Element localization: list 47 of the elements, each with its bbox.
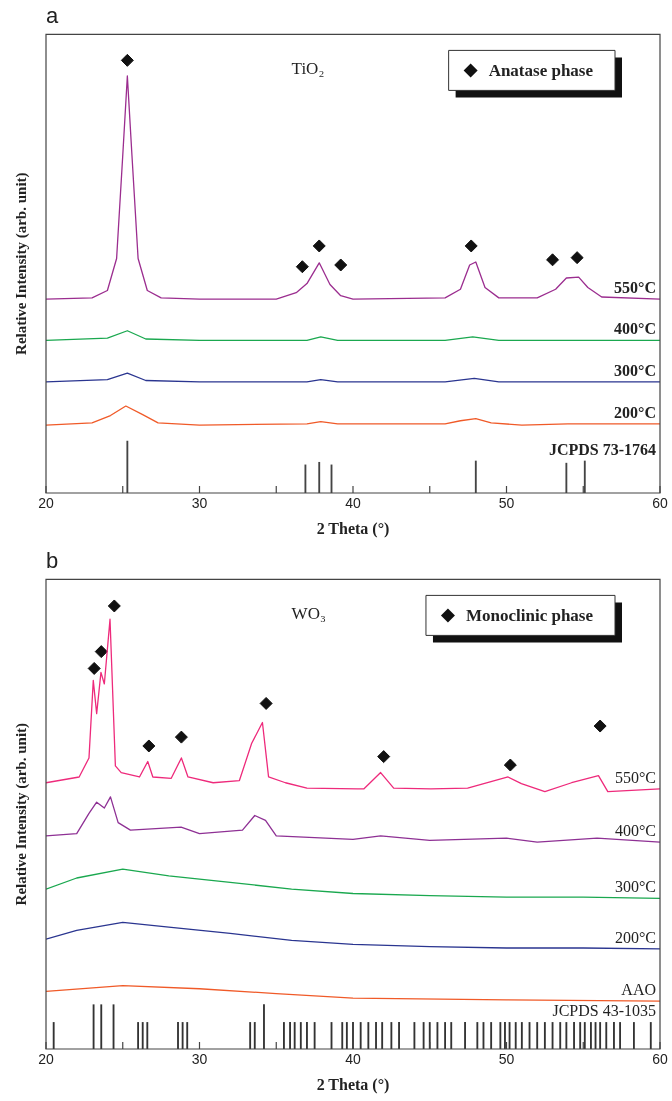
x-tick-label: 20 [38,1051,54,1068]
chart-title: a [46,3,59,29]
point [87,661,101,675]
point [174,730,188,744]
x-tick-label: 30 [191,495,208,512]
x-tick-label: 50 [498,495,515,512]
point [503,758,517,772]
point [334,258,348,272]
series-label: 200°C [614,403,656,421]
series-label: 550°C [614,768,656,786]
point [142,739,156,753]
x-tick-label: 30 [191,1051,208,1068]
x-tick-label: 50 [498,1051,515,1068]
legend-label: Monoclinic phase [465,605,594,625]
series-label: AAO [621,981,656,999]
x-tick-label: 40 [345,495,361,512]
y-axis-title: Relative Intensity (arb. unit) [12,172,30,355]
annotation: WO₃ [291,604,326,624]
legend-label: Anatase phase [488,60,594,80]
x-tick-label: 40 [345,1051,361,1068]
x-tick-label: 60 [652,495,668,512]
point [120,53,134,67]
series-label: 550°C [614,279,656,297]
x-axis-title: 2 Theta (°) [316,1075,390,1094]
point [107,599,121,613]
series-label: 400°C [614,320,656,338]
annotation: TiO₂ [291,59,325,79]
series-label: 300°C [614,878,656,896]
point [295,260,309,274]
y-axis-title: Relative Intensity (arb. unit) [12,722,30,906]
series-label: JCPDS 43-1035 [552,1002,656,1020]
point [259,696,273,710]
series-label: 200°C [614,928,656,946]
point [94,645,108,659]
point [377,750,391,764]
series-label: 300°C [614,361,656,379]
point [312,239,326,253]
x-tick-label: 20 [38,495,54,512]
point [546,253,560,267]
x-axis-title: 2 Theta (°) [316,519,390,538]
point [570,251,584,265]
x-tick-label: 60 [652,1051,668,1068]
series-label: 400°C [614,822,656,840]
point [464,239,478,253]
series-label: JCPDS 73-1764 [548,440,656,458]
chart-title: b [46,548,59,574]
point [593,719,607,733]
